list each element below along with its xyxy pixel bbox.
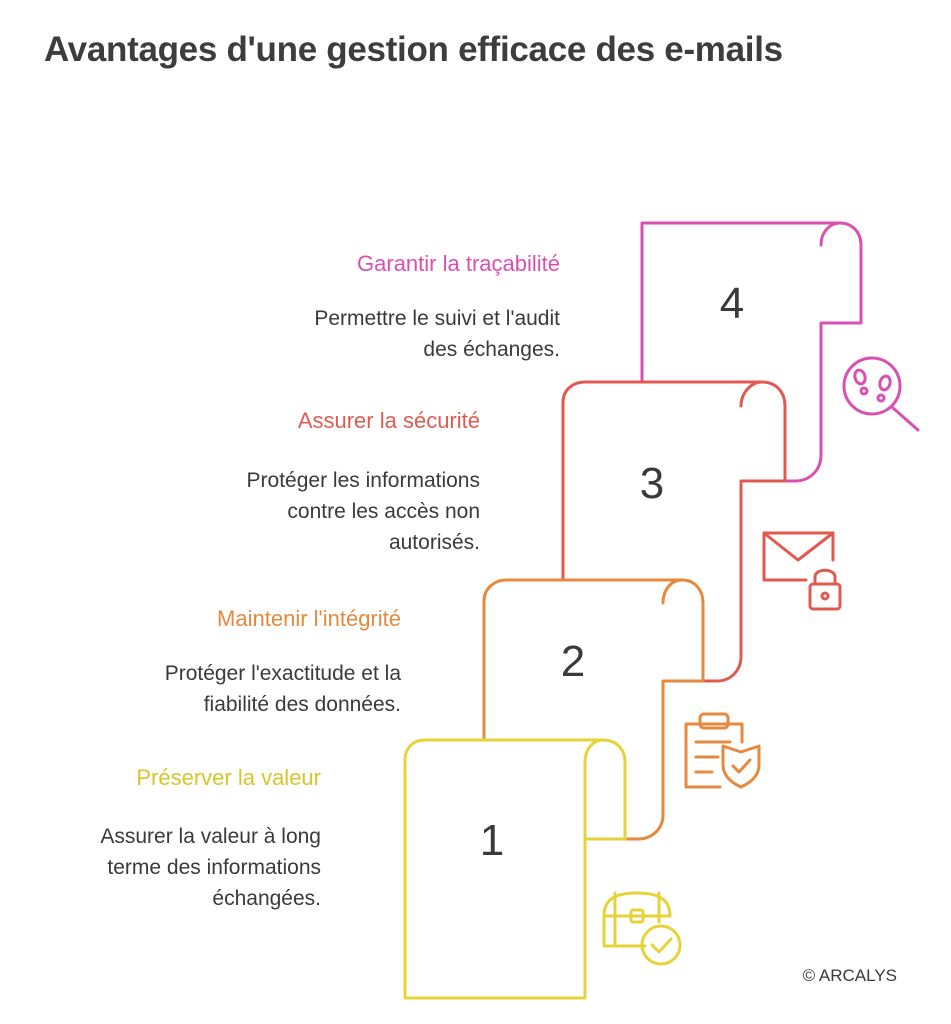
step-title-3: Assurer la sécurité [297, 408, 480, 433]
step-description-line: Permettre le suivi et l'audit [314, 307, 560, 330]
page-title: Avantages d'une gestion efficace des e-m… [44, 30, 783, 69]
clipboard-shield-icon [684, 712, 761, 789]
envelope-lock-icon [762, 531, 842, 611]
step-description-line: échangées. [212, 887, 321, 910]
step-description-1: Assurer la valeur à long terme des infor… [100, 821, 321, 914]
treasure-chest-check-icon [602, 891, 682, 966]
step-number-1: 1 [480, 816, 504, 865]
step-description-line: Protéger l'exactitude et la [164, 662, 401, 685]
step-description-line: Assurer la valeur à long [100, 825, 321, 848]
step-title-2: Maintenir l'intégrité [217, 606, 401, 631]
step-description-line: terme des informations [107, 856, 321, 879]
step-description-line: Protéger les informations [246, 469, 480, 492]
step-description-line: autorisés. [388, 531, 480, 554]
scroll-1 [403, 738, 627, 1000]
scroll-3 [561, 380, 787, 683]
step-title-4: Garantir la traçabilité [357, 251, 560, 276]
step-description-line: contre les accès non [287, 500, 480, 523]
copyright-notice: © ARCALYS [802, 966, 897, 985]
scroll-4 [640, 221, 863, 483]
step-description-3: Protéger les informations contre les acc… [247, 465, 480, 558]
step-description-4: Permettre le suivi et l'audit des échang… [314, 303, 560, 365]
step-number-2: 2 [561, 637, 585, 686]
step-description-line: fiabilité des données. [203, 693, 401, 716]
step-description-line: des échanges. [423, 338, 560, 361]
step-number-4: 4 [720, 279, 744, 328]
step-number-3: 3 [640, 459, 664, 508]
scroll-2 [482, 578, 705, 841]
footprints-magnifier-icon [842, 356, 920, 432]
step-description-2: Protéger l'exactitude et la fiabilité de… [165, 658, 401, 720]
step-title-1: Préserver la valeur [136, 765, 321, 790]
